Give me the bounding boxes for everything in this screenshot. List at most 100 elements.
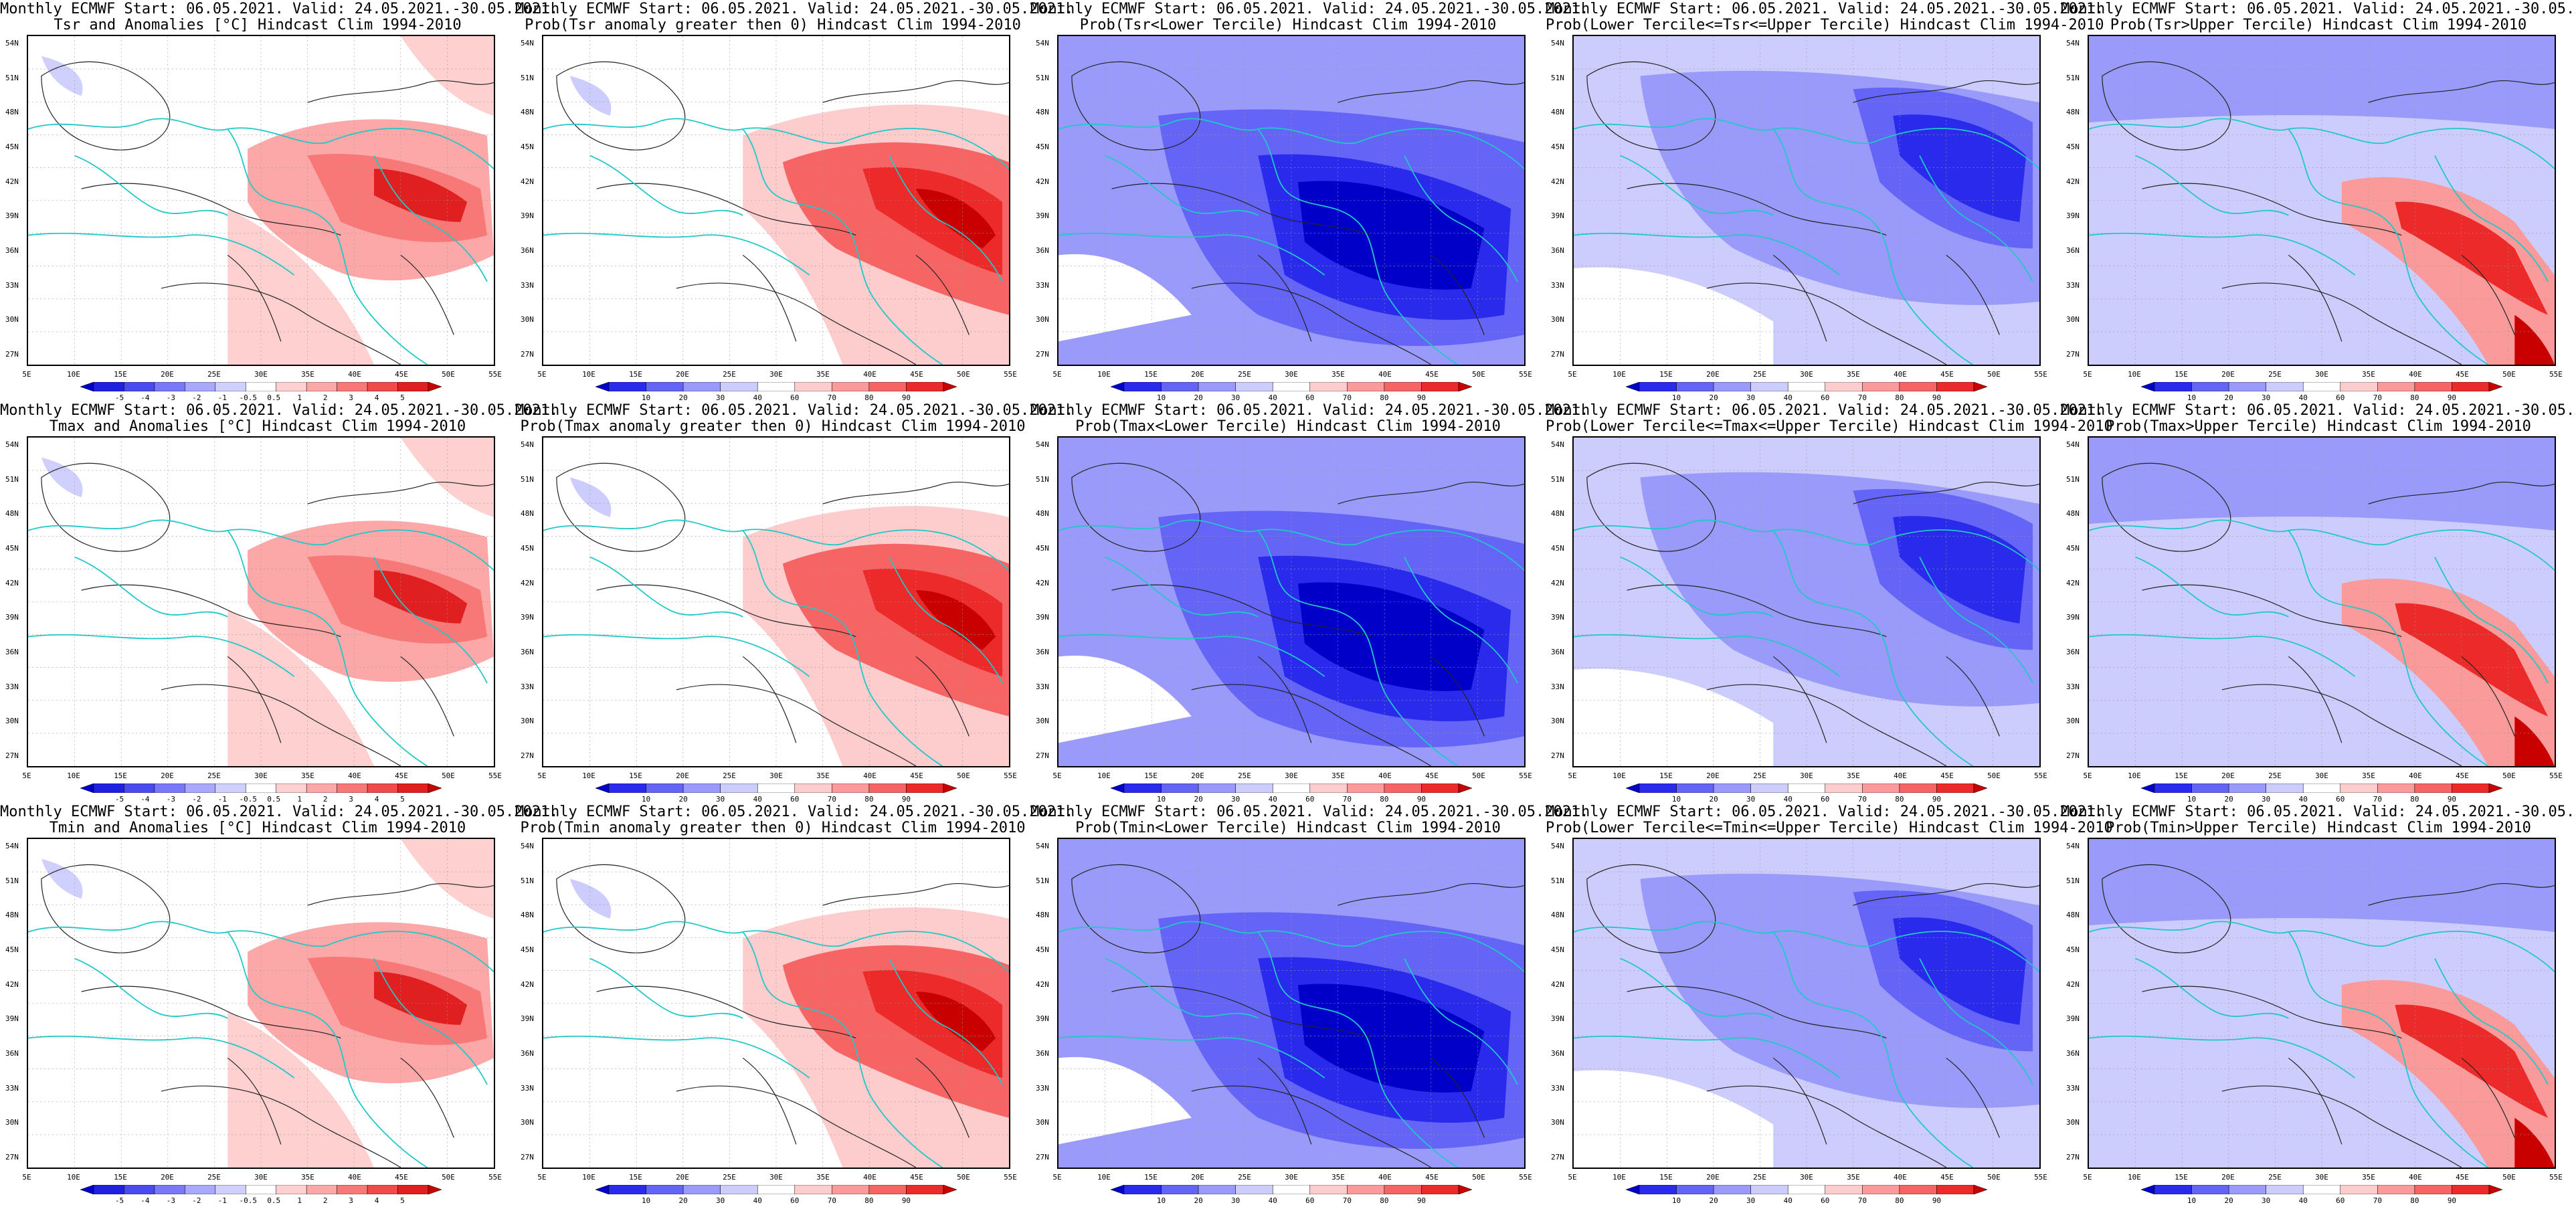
- latitude-tick-label: 27N: [1551, 1153, 1564, 1162]
- colorbar-swatch: [2191, 1184, 2229, 1195]
- colorbar-swatch: [1625, 1184, 1640, 1195]
- contour-line: [227, 1057, 282, 1145]
- coastline: [1919, 155, 2033, 282]
- colorbar-label: 20: [1709, 393, 1718, 402]
- panel-title-line-1: Monthly ECMWF Start: 06.05.2021. Valid: …: [1546, 402, 2104, 419]
- latitude-tick-label: 33N: [1036, 1083, 1049, 1093]
- colorbar-swatch: [1198, 783, 1236, 794]
- latitude-tick-label: 45N: [1036, 945, 1049, 954]
- coastline: [1059, 519, 1358, 546]
- colorbar-swatch: [906, 381, 944, 392]
- colorbar-swatch: [1421, 381, 1459, 392]
- latitude-tick-label: 33N: [1551, 682, 1564, 691]
- contour-line: [1071, 61, 1201, 151]
- map-panel: Monthly ECMWF Start: 06.05.2021. Valid: …: [0, 401, 558, 804]
- panel-title-line-2: Prob(Tmax anomaly greater then 0) Hindca…: [520, 418, 1026, 435]
- longitude-tick-label: 30E: [769, 370, 783, 379]
- shaded-region: [2341, 980, 2555, 1168]
- longitude-tick-label: 35E: [816, 1173, 830, 1182]
- colorbar-label: 90: [1416, 795, 1427, 804]
- colorbar-swatch: [1384, 1184, 1422, 1195]
- longitude-tick-label: 15E: [629, 370, 642, 379]
- latitude-tick-label: 54N: [521, 440, 534, 449]
- colorbar-label: 10: [1156, 393, 1166, 402]
- longitude-tick-label: 45E: [1425, 1173, 1439, 1182]
- colorbar-swatch: [906, 783, 944, 794]
- colorbar-swatch: [1123, 783, 1162, 794]
- longitude-tick-label: 20E: [1191, 370, 1204, 379]
- colorbar-label: 4: [374, 795, 379, 804]
- longitude-tick-label: 40E: [863, 1173, 877, 1182]
- coastline: [889, 155, 1003, 282]
- shaded-region: [2395, 201, 2549, 315]
- colorbar-swatch: [2154, 1184, 2192, 1195]
- colorbar-label: 60: [1821, 795, 1830, 804]
- coastline: [1105, 556, 1259, 618]
- colorbar-label: 90: [1932, 393, 1942, 402]
- colorbar-swatch: [185, 1184, 216, 1195]
- colorbar: [1625, 1184, 1988, 1195]
- colorbar-label: 90: [1416, 393, 1427, 402]
- longitude-tick-label: 50E: [1472, 771, 1485, 780]
- colorbar-swatch: [794, 783, 832, 794]
- longitude-tick-label: 40E: [863, 771, 877, 780]
- colorbar-swatch: [1973, 783, 1988, 794]
- longitude-tick-label: 50E: [1472, 1173, 1485, 1182]
- colorbar-label: -3: [166, 393, 175, 402]
- shaded-region: [227, 208, 375, 365]
- panel-title-line-2: Prob(Tmin anomaly greater then 0) Hindca…: [520, 820, 1026, 836]
- latitude-tick-label: 51N: [521, 73, 534, 82]
- longitude-tick-label: 50E: [442, 1173, 455, 1182]
- coastline: [74, 957, 228, 1019]
- latitude-tick-label: 36N: [5, 246, 19, 255]
- coastline: [742, 530, 943, 766]
- colorbar-swatch: [1825, 1184, 1863, 1195]
- colorbar-label: 70: [827, 393, 836, 402]
- colorbar: [595, 381, 957, 392]
- colorbar: [80, 381, 442, 392]
- contour-line: [822, 883, 1009, 906]
- longitude-tick-label: 55E: [2549, 370, 2563, 379]
- contour-line: [2461, 254, 2515, 335]
- shaded-region: [41, 56, 83, 96]
- longitude-tick-label: 35E: [2362, 771, 2375, 780]
- colorbar-swatch: [1235, 783, 1273, 794]
- latitude-tick-label: 42N: [1551, 980, 1564, 989]
- longitude-tick-label: 30E: [769, 1173, 783, 1182]
- longitude-tick-label: 45E: [910, 1173, 923, 1182]
- latitude-tick-label: 27N: [2066, 350, 2080, 359]
- latitude-tick-label: 27N: [2066, 751, 2080, 760]
- longitude-tick-label: 45E: [2456, 1173, 2469, 1182]
- longitude-tick-label: 10E: [1097, 370, 1111, 379]
- colorbar-label: 20: [1194, 393, 1203, 402]
- longitude-tick-label: 55E: [1004, 1173, 1017, 1182]
- longitude-tick-label: 30E: [1800, 771, 1813, 780]
- panel-title-line-2: Tmax and Anomalies [°C] Hindcast Clim 19…: [49, 418, 466, 435]
- latitude-tick-label: 54N: [1036, 440, 1049, 449]
- map-field: [1574, 36, 2039, 365]
- colorbar-swatch: [595, 381, 610, 392]
- contour-line: [2461, 656, 2515, 737]
- map-panel: Monthly ECMWF Start: 06.05.2021. Valid: …: [1546, 803, 2113, 1205]
- map-field: [1059, 839, 1524, 1168]
- shaded-region: [2514, 314, 2555, 365]
- panel-title-line-1: Monthly ECMWF Start: 06.05.2021. Valid: …: [2061, 1, 2576, 17]
- colorbar: [80, 783, 442, 794]
- colorbar-label: 30: [2262, 393, 2271, 402]
- contour-line: [400, 656, 454, 737]
- colorbar-label: 90: [1932, 1196, 1942, 1205]
- contour-line: [2221, 684, 2462, 766]
- longitude-tick-label: 55E: [1519, 1173, 1532, 1182]
- colorbar: [2140, 1184, 2503, 1195]
- latitude-tick-label: 39N: [1551, 613, 1564, 622]
- latitude-tick-label: 39N: [521, 613, 534, 622]
- panel-title-line-1: Monthly ECMWF Start: 06.05.2021. Valid: …: [0, 804, 559, 820]
- panel-title-line-2: Tmin and Anomalies [°C] Hindcast Clim 19…: [49, 820, 466, 836]
- longitude-tick-label: 25E: [1238, 771, 1251, 780]
- colorbar-swatch: [1458, 783, 1473, 794]
- colorbar-label: 30: [1746, 1196, 1756, 1205]
- colorbar-label: 1: [297, 795, 302, 804]
- contour-line: [1431, 1057, 1485, 1138]
- colorbar-label: 4: [374, 1196, 379, 1205]
- map-panel: Monthly ECMWF Start: 06.05.2021. Valid: …: [1546, 0, 2104, 403]
